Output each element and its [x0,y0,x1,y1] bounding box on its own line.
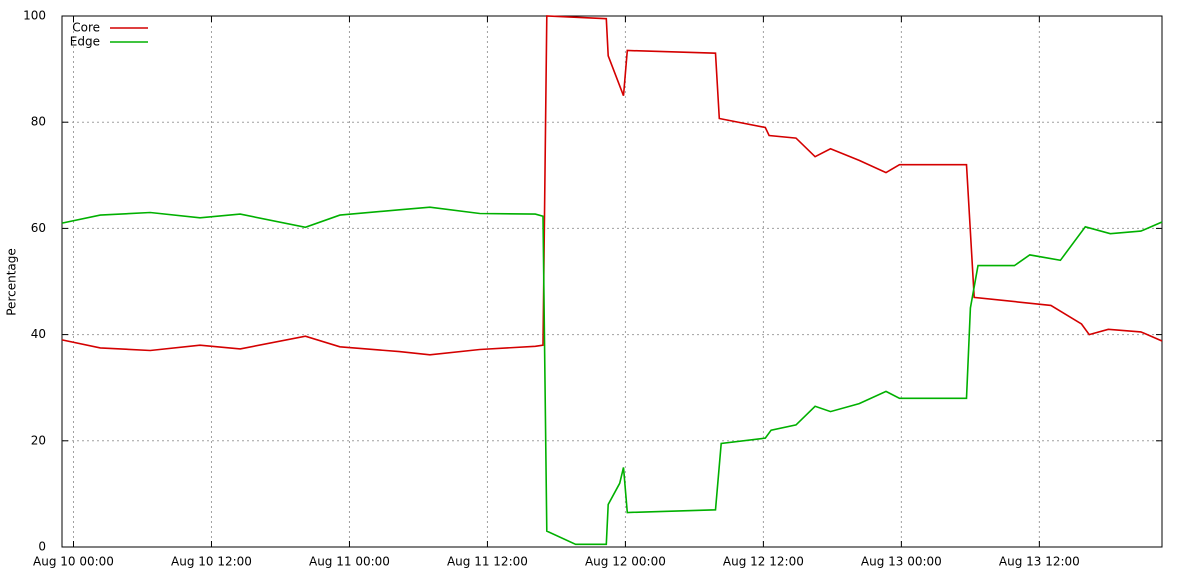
y-tick-label: 100 [23,9,46,23]
x-tick-label: Aug 11 12:00 [447,555,528,569]
y-tick-label: 20 [31,433,46,447]
legend-label: Core [72,21,100,35]
legend-label: Edge [70,35,100,49]
x-tick-label: Aug 13 00:00 [861,555,942,569]
data-line [61,206,1163,546]
x-tick-label: Aug 13 12:00 [999,555,1080,569]
x-tick-label: Aug 10 00:00 [33,555,114,569]
x-tick-label: Aug 12 00:00 [585,555,666,569]
plot-frame [61,15,1163,548]
data-line [61,15,1163,356]
y-tick-label: 80 [31,115,46,129]
x-tick-label: Aug 11 00:00 [309,555,390,569]
x-tick-label: Aug 10 12:00 [171,555,252,569]
y-tick-label: 0 [38,540,46,554]
y-tick-label: 40 [31,327,46,341]
x-tick-label: Aug 12 12:00 [723,555,804,569]
y-tick-label: 60 [31,221,46,235]
y-axis-label: Percentage [5,248,19,316]
